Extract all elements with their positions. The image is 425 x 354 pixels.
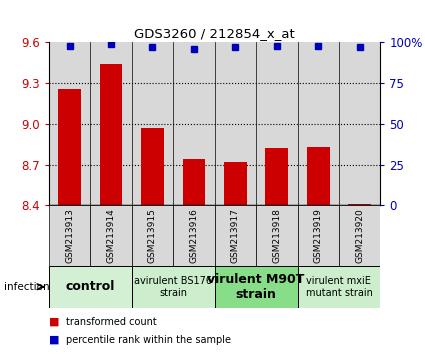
Bar <box>58 88 81 205</box>
Text: GSM213918: GSM213918 <box>272 208 281 263</box>
Bar <box>90 205 132 266</box>
Bar <box>298 205 339 266</box>
Bar <box>132 266 215 308</box>
Bar <box>215 205 256 266</box>
Text: GSM213919: GSM213919 <box>314 208 323 263</box>
Bar <box>339 42 380 205</box>
Bar <box>307 147 330 205</box>
Bar <box>49 205 90 266</box>
Bar <box>132 205 173 266</box>
Bar <box>132 42 173 205</box>
Text: GSM213917: GSM213917 <box>231 208 240 263</box>
Text: control: control <box>65 280 115 293</box>
Bar <box>298 266 380 308</box>
Text: infection: infection <box>4 282 50 292</box>
Bar <box>90 42 132 205</box>
Text: ■: ■ <box>49 335 60 345</box>
Bar <box>215 266 298 308</box>
Bar <box>141 128 164 205</box>
Text: GSM213915: GSM213915 <box>148 208 157 263</box>
Bar <box>173 205 215 266</box>
Text: virulent mxiE
mutant strain: virulent mxiE mutant strain <box>306 276 372 298</box>
Bar <box>173 42 215 205</box>
Bar <box>182 159 205 205</box>
Bar <box>298 42 339 205</box>
Bar <box>339 205 380 266</box>
Title: GDS3260 / 212854_x_at: GDS3260 / 212854_x_at <box>134 27 295 40</box>
Text: avirulent BS176
strain: avirulent BS176 strain <box>134 276 212 298</box>
Text: transformed count: transformed count <box>66 317 157 327</box>
Bar <box>215 42 256 205</box>
Text: GSM213914: GSM213914 <box>107 208 116 263</box>
Bar <box>49 42 90 205</box>
Bar <box>256 205 298 266</box>
Bar <box>49 266 132 308</box>
Text: GSM213913: GSM213913 <box>65 208 74 263</box>
Bar <box>348 204 371 205</box>
Bar <box>256 42 298 205</box>
Bar <box>265 148 288 205</box>
Bar <box>99 64 122 205</box>
Text: virulent M90T
strain: virulent M90T strain <box>207 273 305 301</box>
Text: GSM213916: GSM213916 <box>190 208 198 263</box>
Bar <box>224 162 247 205</box>
Text: ■: ■ <box>49 317 60 327</box>
Text: GSM213920: GSM213920 <box>355 208 364 263</box>
Text: percentile rank within the sample: percentile rank within the sample <box>66 335 231 345</box>
